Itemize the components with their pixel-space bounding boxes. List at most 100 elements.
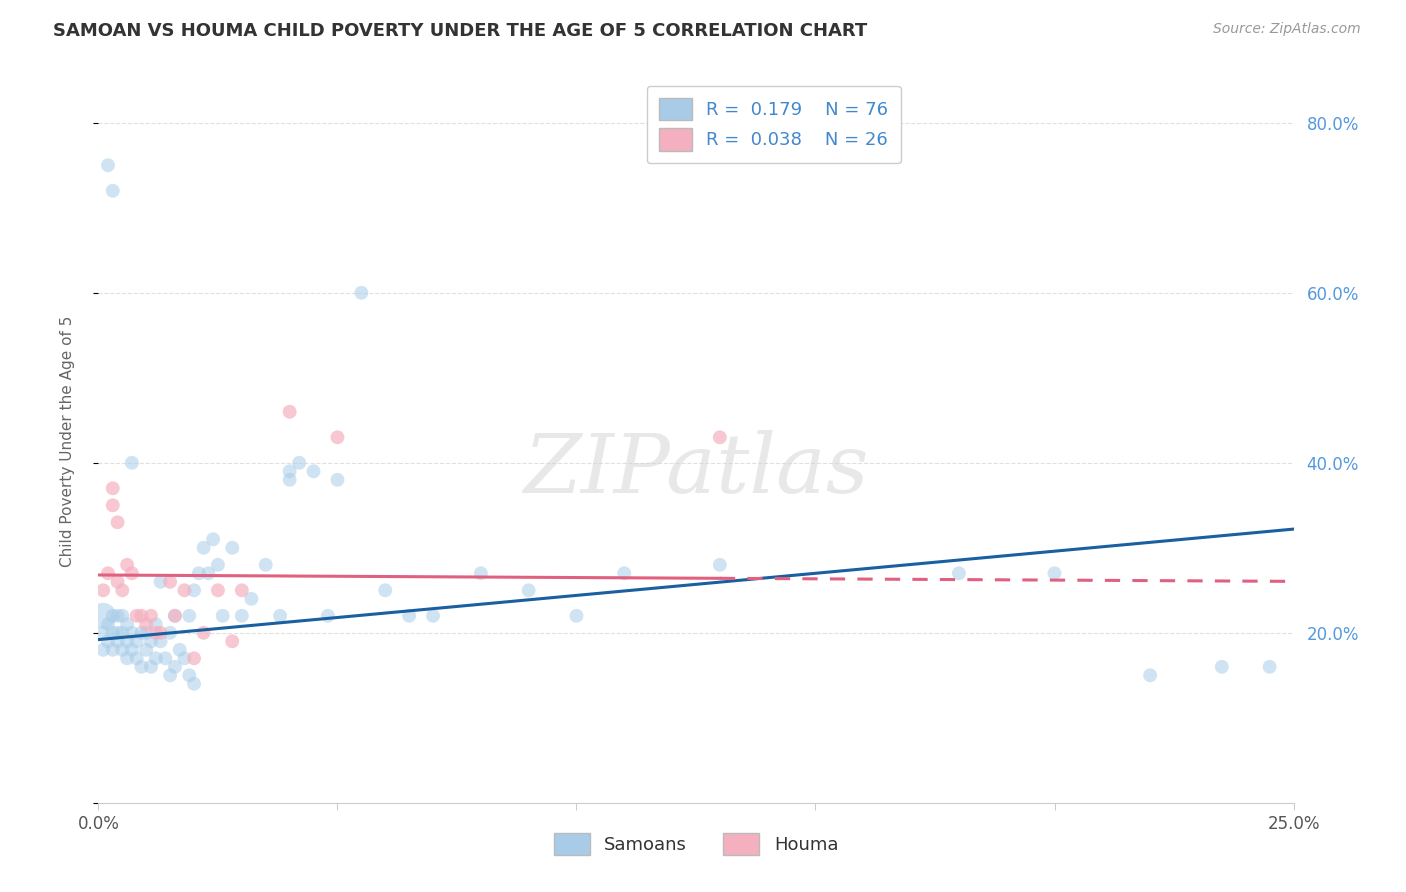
Text: SAMOAN VS HOUMA CHILD POVERTY UNDER THE AGE OF 5 CORRELATION CHART: SAMOAN VS HOUMA CHILD POVERTY UNDER THE … [53,22,868,40]
Point [111,625,134,640]
Point [183,677,205,691]
Point [202,533,225,547]
Point [278,405,301,419]
Point [107,516,129,530]
Point [565,608,588,623]
Point [1258,660,1281,674]
Point [101,608,124,623]
Point [135,625,157,640]
Point [398,608,420,623]
Point [221,541,243,555]
Point [91,642,114,657]
Point [115,558,138,572]
Point [139,660,162,674]
Point [111,642,134,657]
Point [179,668,201,682]
Point [350,285,373,300]
Point [1139,668,1161,682]
Point [173,583,195,598]
Point [207,558,229,572]
Point [131,625,153,640]
Point [231,608,253,623]
Point [149,574,172,589]
Point [139,608,162,623]
Point [145,625,167,640]
Point [125,634,148,648]
Point [107,625,129,640]
Point [207,583,229,598]
Point [326,473,349,487]
Point [97,158,120,172]
Point [193,541,215,555]
Point [169,642,191,657]
Point [135,642,157,657]
Point [125,651,148,665]
Point [709,430,731,444]
Point [125,608,148,623]
Point [179,608,201,623]
Point [131,608,153,623]
Point [115,617,138,632]
Point [374,583,396,598]
Point [155,651,177,665]
Point [288,456,311,470]
Point [159,668,181,682]
Point [139,634,162,648]
Point [193,625,215,640]
Point [163,608,186,623]
Point [709,558,731,572]
Point [131,660,153,674]
Point [121,456,143,470]
Point [121,625,143,640]
Point [159,625,181,640]
Point [101,481,124,495]
Point [111,608,134,623]
Point [159,574,181,589]
Point [183,583,205,598]
Point [278,473,301,487]
Text: ZIPatlas: ZIPatlas [523,431,869,510]
Text: Source: ZipAtlas.com: Source: ZipAtlas.com [1213,22,1361,37]
Point [1043,566,1066,581]
Point [149,634,172,648]
Point [149,625,172,640]
Point [107,608,129,623]
Point [107,574,129,589]
Point [91,608,114,623]
Point [145,617,167,632]
Point [163,608,186,623]
Point [121,566,143,581]
Point [115,651,138,665]
Point [240,591,263,606]
Point [422,608,444,623]
Point [231,583,253,598]
Point [97,617,120,632]
Point [302,464,325,478]
Point [187,566,209,581]
Point [517,583,540,598]
Legend: Samoans, Houma: Samoans, Houma [547,826,845,863]
Point [1211,660,1233,674]
Point [221,634,243,648]
Point [254,558,277,572]
Point [197,566,219,581]
Point [135,617,157,632]
Point [111,583,134,598]
Point [173,651,195,665]
Point [101,642,124,657]
Point [211,608,233,623]
Point [163,660,186,674]
Point [948,566,970,581]
Point [121,642,143,657]
Point [269,608,291,623]
Point [278,464,301,478]
Point [97,566,120,581]
Point [107,634,129,648]
Point [183,651,205,665]
Point [326,430,349,444]
Point [145,651,167,665]
Point [91,625,114,640]
Point [115,634,138,648]
Point [316,608,339,623]
Point [613,566,636,581]
